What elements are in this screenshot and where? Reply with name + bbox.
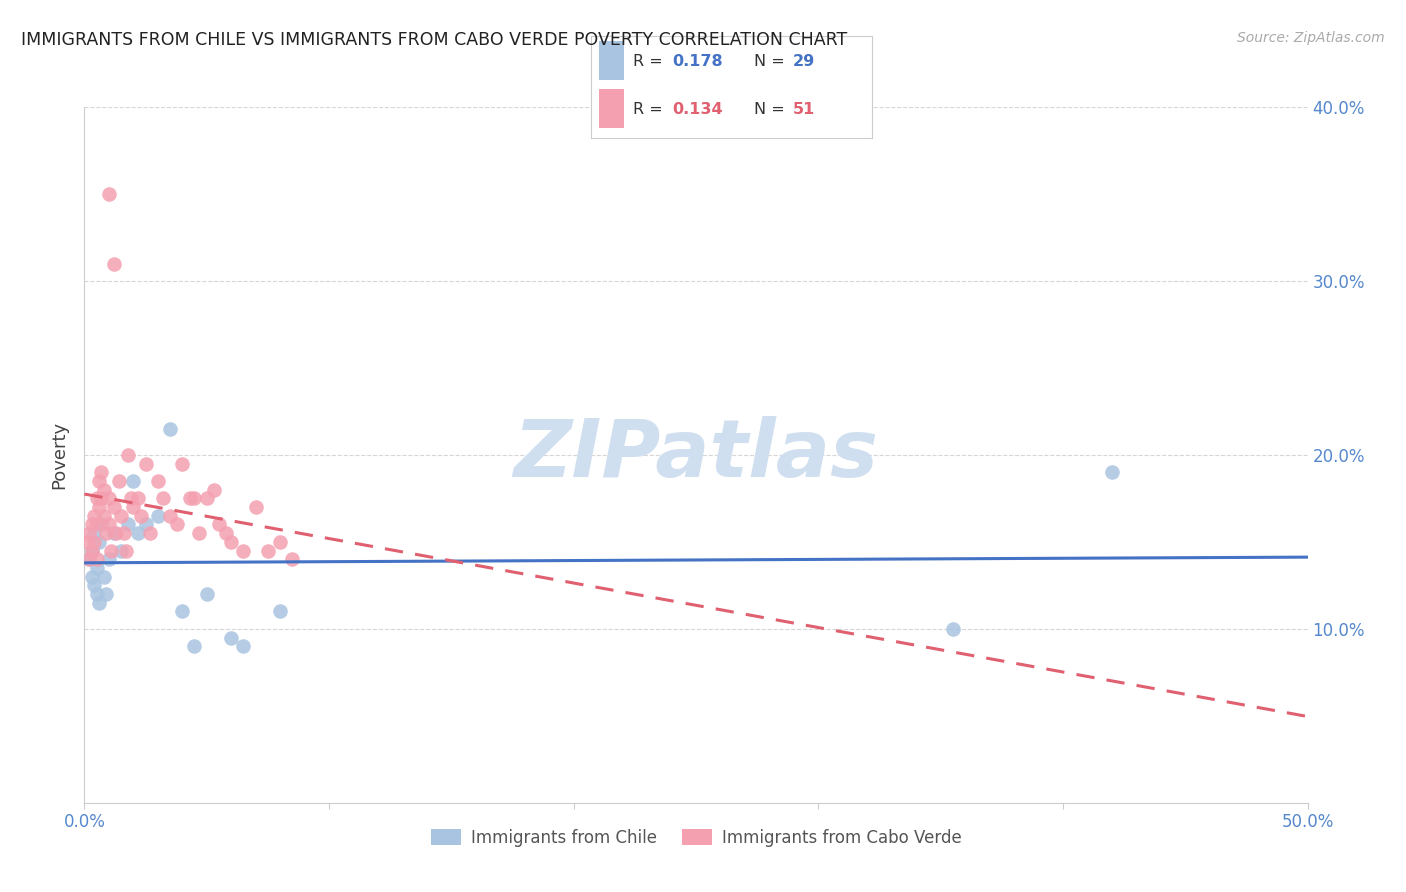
Point: [135, 457, 157, 471]
Text: 51: 51: [793, 102, 815, 117]
Point: [139, 526, 162, 541]
Point: [257, 543, 280, 558]
Point: [86, 587, 108, 601]
Point: [232, 639, 254, 653]
Point: [80, 517, 103, 532]
Point: [107, 474, 129, 488]
Point: [112, 526, 135, 541]
Point: [103, 500, 125, 514]
Point: [77, 526, 100, 541]
Text: R =: R =: [633, 54, 668, 69]
Point: [120, 491, 142, 506]
Point: [219, 534, 242, 549]
Point: [1101, 466, 1123, 480]
Point: [195, 491, 218, 506]
Point: [183, 491, 205, 506]
Point: [219, 631, 242, 645]
Point: [87, 596, 110, 610]
Point: [87, 474, 110, 488]
Point: [100, 543, 122, 558]
Point: [97, 187, 120, 202]
Point: [172, 605, 194, 619]
Point: [93, 508, 115, 523]
Text: N =: N =: [754, 54, 790, 69]
Point: [77, 552, 100, 566]
Point: [110, 543, 132, 558]
Point: [93, 483, 115, 497]
Text: 0.178: 0.178: [672, 54, 723, 69]
Point: [83, 578, 105, 592]
Point: [90, 491, 112, 506]
Text: ZIPatlas: ZIPatlas: [513, 416, 879, 494]
Text: 0.134: 0.134: [672, 102, 723, 117]
Text: 29: 29: [793, 54, 815, 69]
Point: [83, 534, 105, 549]
Point: [269, 534, 291, 549]
Point: [103, 257, 125, 271]
Y-axis label: Poverty: Poverty: [51, 421, 69, 489]
Point: [117, 517, 139, 532]
Point: [86, 517, 108, 532]
Point: [83, 526, 105, 541]
Text: R =: R =: [633, 102, 668, 117]
Point: [188, 526, 211, 541]
Point: [146, 508, 169, 523]
Point: [166, 517, 188, 532]
Point: [97, 552, 120, 566]
Point: [80, 570, 103, 584]
Point: [146, 474, 169, 488]
Point: [115, 543, 138, 558]
Point: [245, 500, 267, 514]
Point: [127, 491, 149, 506]
Point: [269, 605, 291, 619]
Point: [117, 448, 139, 462]
Point: [96, 526, 118, 541]
Point: [87, 534, 110, 549]
Point: [110, 508, 132, 523]
Point: [232, 543, 254, 558]
Point: [195, 587, 218, 601]
Point: [87, 500, 110, 514]
Point: [172, 457, 194, 471]
Point: [103, 526, 125, 541]
Point: [97, 517, 120, 532]
Point: [83, 508, 105, 523]
Point: [86, 491, 108, 506]
Point: [215, 526, 238, 541]
Point: [90, 517, 112, 532]
Point: [80, 543, 103, 558]
Point: [93, 570, 115, 584]
Point: [183, 639, 205, 653]
Point: [96, 587, 118, 601]
Point: [86, 561, 108, 575]
FancyBboxPatch shape: [599, 89, 624, 128]
Point: [122, 474, 145, 488]
Point: [127, 526, 149, 541]
Point: [152, 491, 174, 506]
Point: [179, 491, 201, 506]
Point: [159, 422, 181, 436]
Point: [76, 534, 98, 549]
Point: [80, 543, 103, 558]
Legend: Immigrants from Chile, Immigrants from Cabo Verde: Immigrants from Chile, Immigrants from C…: [425, 822, 967, 854]
Point: [129, 508, 152, 523]
Point: [159, 508, 181, 523]
Point: [90, 466, 112, 480]
Point: [942, 622, 965, 636]
FancyBboxPatch shape: [599, 41, 624, 79]
Point: [105, 526, 128, 541]
Text: N =: N =: [754, 102, 790, 117]
Text: Source: ZipAtlas.com: Source: ZipAtlas.com: [1237, 31, 1385, 45]
Text: IMMIGRANTS FROM CHILE VS IMMIGRANTS FROM CABO VERDE POVERTY CORRELATION CHART: IMMIGRANTS FROM CHILE VS IMMIGRANTS FROM…: [21, 31, 848, 49]
Point: [208, 517, 231, 532]
Point: [77, 552, 100, 566]
Point: [135, 517, 157, 532]
Point: [281, 552, 304, 566]
Point: [86, 552, 108, 566]
Point: [202, 483, 225, 497]
Point: [97, 491, 120, 506]
Point: [122, 500, 145, 514]
